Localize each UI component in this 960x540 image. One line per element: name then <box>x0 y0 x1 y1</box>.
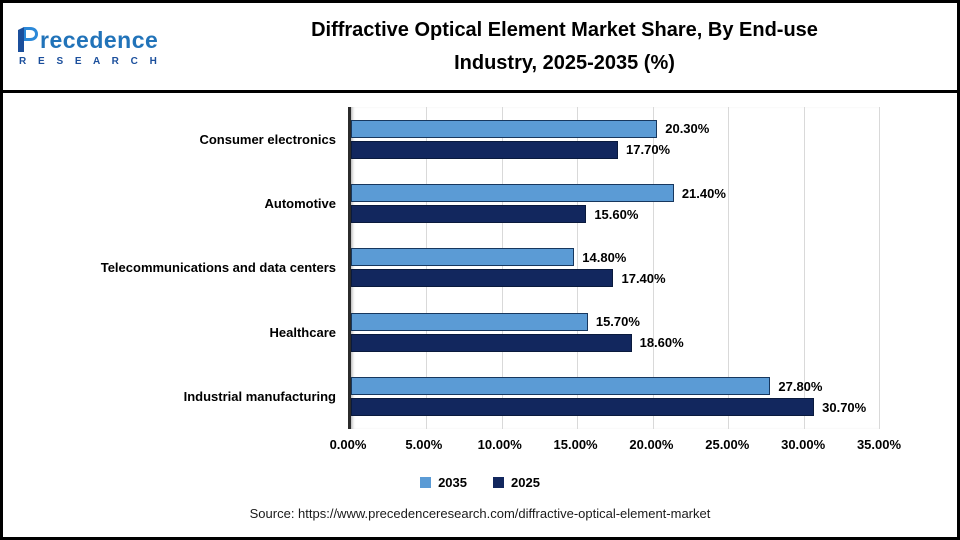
category-label: Industrial manufacturing <box>183 389 336 405</box>
axis-tick-label: 15.00% <box>553 437 598 452</box>
value-label: 18.60% <box>639 335 684 351</box>
bar-row-2025: 17.40% <box>351 269 879 288</box>
bar-row-2025: 15.60% <box>351 205 879 224</box>
chart-title-line2: Industry, 2025-2035 (%) <box>454 51 675 74</box>
bar-group: 21.40% 15.60% <box>351 171 879 235</box>
bar-2025 <box>351 333 632 352</box>
axis-tick-label: 10.00% <box>477 437 522 452</box>
value-label: 14.80% <box>582 249 627 265</box>
bar-2025 <box>351 205 587 224</box>
category-labels: Consumer electronics Automotive Telecommun… <box>13 107 348 429</box>
brand-name: recedence <box>40 26 159 53</box>
bar-row-2035: 15.70% <box>351 312 879 331</box>
value-label: 27.80% <box>778 378 823 394</box>
gridline <box>652 107 654 429</box>
legend-label: 2035 <box>438 475 467 490</box>
bar-row-2025: 17.70% <box>351 140 879 159</box>
x-axis: 0.00% 5.00% 10.00% 15.00% 20.00% 25.00% 30.00%… <box>330 437 901 457</box>
bar-row-2035: 14.80% <box>351 248 879 267</box>
header: recedence R E S E A R C H Diffractive Op… <box>3 3 957 93</box>
bar-group: 27.80% 30.70% <box>351 365 879 429</box>
value-label: 20.30% <box>665 121 710 137</box>
legend-item-2025: 2025 <box>493 475 540 490</box>
plot-area: 20.30% 17.70% 21.40% 15.60% 14.80% 17.40% 15.7… <box>348 107 880 429</box>
axis-tick-label: 0.00% <box>329 437 367 452</box>
gridline <box>728 107 730 429</box>
bar-row-2025: 18.60% <box>351 333 879 352</box>
axis-tick-label: 5.00% <box>405 437 443 452</box>
gridline <box>879 107 880 429</box>
brand-subtext: R E S E A R C H <box>19 55 162 67</box>
category-label: Healthcare <box>269 324 336 340</box>
value-label: 17.40% <box>621 270 666 286</box>
bar-2035 <box>351 184 674 203</box>
gridline <box>426 107 428 429</box>
bar-row-2035: 20.30% <box>351 119 879 138</box>
chart-area: Consumer electronics Automotive Telecommun… <box>3 93 957 521</box>
chart-title: Diffractive Optical Element Market Share… <box>182 14 947 80</box>
bar-2025 <box>351 269 614 288</box>
chart-title-line1: Diffractive Optical Element Market Share… <box>311 18 818 41</box>
gridline <box>803 107 805 429</box>
gridline <box>577 107 579 429</box>
bar-group: 14.80% 17.40% <box>351 236 879 300</box>
category-label: Telecommunications and data centers <box>100 260 336 276</box>
value-label: 17.70% <box>626 142 671 158</box>
category-label: Automotive <box>264 196 337 212</box>
legend-item-2035: 2035 <box>420 475 467 490</box>
bar-2025 <box>351 398 815 417</box>
axis-tick-label: 30.00% <box>781 437 826 452</box>
legend-label: 2025 <box>511 475 540 490</box>
bar-2025 <box>351 140 619 159</box>
gridline <box>501 107 503 429</box>
value-label: 15.60% <box>594 206 639 222</box>
category-label: Consumer electronics <box>199 131 336 147</box>
bar-row-2035: 21.40% <box>351 184 879 203</box>
bar-2035 <box>351 377 771 396</box>
legend: 2035 2025 <box>3 475 957 490</box>
legend-swatch <box>420 477 432 488</box>
brand-logo: recedence R E S E A R C H <box>17 26 182 67</box>
bar-group: 20.30% 17.70% <box>351 107 879 171</box>
bar-group: 15.70% 18.60% <box>351 300 879 364</box>
axis-tick-label: 35.00% <box>856 437 902 452</box>
bar-row-2035: 27.80% <box>351 377 879 396</box>
bar-2035 <box>351 312 588 331</box>
value-label: 21.40% <box>681 185 726 201</box>
source-text: Source: https://www.precedenceresearch.c… <box>249 506 711 521</box>
legend-swatch <box>493 477 504 488</box>
axis-tick-label: 20.00% <box>629 437 674 452</box>
value-label: 15.70% <box>595 314 640 330</box>
precedence-p-icon <box>18 26 38 52</box>
bar-row-2025: 30.70% <box>351 398 879 417</box>
bar-2035 <box>351 248 575 267</box>
value-label: 30.70% <box>822 399 867 415</box>
axis-tick-label: 25.00% <box>705 437 750 452</box>
bar-2035 <box>351 119 658 138</box>
